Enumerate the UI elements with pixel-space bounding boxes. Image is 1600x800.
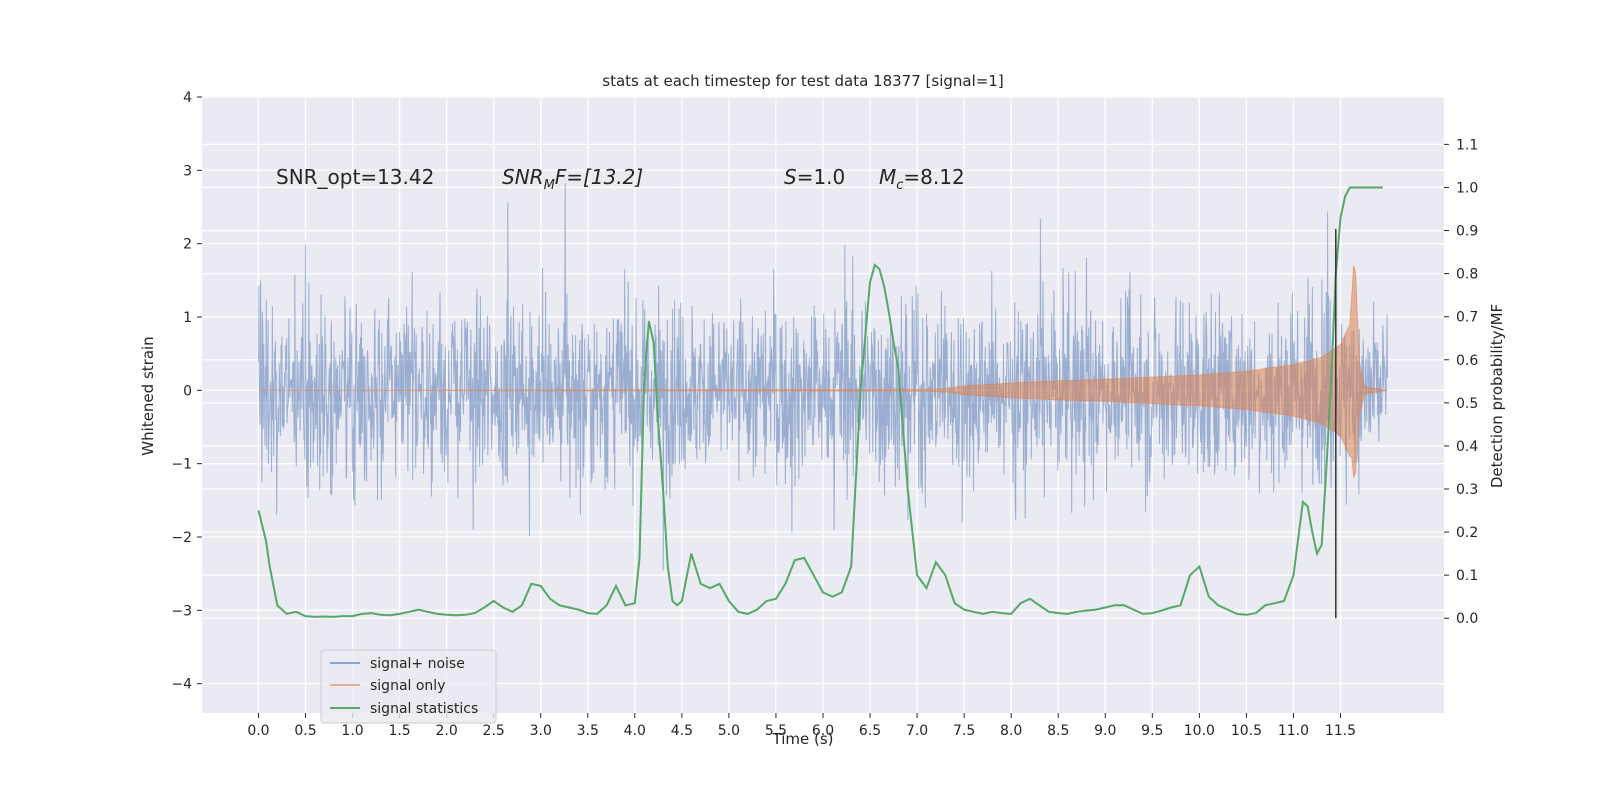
chart-title: stats at each timestep for test data 183… — [602, 72, 1003, 90]
y-tick-label: 0 — [183, 383, 192, 399]
annotation-mc: Mc=8.12 — [879, 165, 965, 193]
x-tick-label: 5.5 — [765, 723, 787, 739]
annotation-snr-mf-value: F=[13.2] — [555, 165, 643, 189]
y-tick-label: −3 — [171, 603, 192, 619]
right-axis-ticks: 1.1 1.0 0.9 0.8 0.7 0.6 0.5 0.4 0.3 0.2 0.1 0.0 — [1444, 137, 1478, 627]
y-tick-label: −4 — [171, 677, 192, 693]
legend-label-signal-only: signal only — [370, 678, 445, 694]
x-tick-label: 7.0 — [906, 723, 928, 739]
right-tick-label: 0.4 — [1456, 439, 1478, 455]
x-tick-label: 1.5 — [388, 723, 410, 739]
x-tick-label: 10.5 — [1231, 723, 1262, 739]
annotation-s-symbol: S — [784, 165, 797, 189]
x-tick-label: 7.5 — [953, 723, 975, 739]
x-tick-label: 11.5 — [1325, 723, 1356, 739]
y-tick-label: 4 — [183, 90, 192, 106]
x-tick-label: 0.0 — [247, 723, 269, 739]
x-axis-ticks: 0.0 0.5 1.0 1.5 2.0 2.5 3.0 3.5 4.0 4.5 5.0 5.5 6.0 6… — [247, 713, 1356, 739]
x-tick-label: 0.5 — [294, 723, 316, 739]
x-tick-label: 3.0 — [530, 723, 552, 739]
x-axis-label: Time (s) — [772, 730, 834, 748]
annotation-snr-mf-symbol: SNR — [502, 165, 544, 189]
x-tick-label: 9.0 — [1094, 723, 1116, 739]
x-tick-label: 6.5 — [859, 723, 881, 739]
right-tick-label: 0.6 — [1456, 353, 1478, 369]
y-tick-label: 2 — [183, 237, 192, 253]
x-tick-label: 2.5 — [483, 723, 505, 739]
right-tick-label: 0.1 — [1456, 568, 1478, 584]
y-axis-ticks: 4 3 2 1 0 −1 −2 −3 −4 — [171, 90, 202, 693]
y-tick-label: 1 — [183, 310, 192, 326]
annotation-snr-mf-subscript: M — [544, 178, 555, 193]
right-tick-label: 0.9 — [1456, 224, 1478, 240]
x-tick-label: 3.5 — [577, 723, 599, 739]
right-tick-label: 1.0 — [1456, 180, 1478, 196]
x-tick-label: 5.0 — [718, 723, 740, 739]
legend-box — [320, 649, 497, 724]
annotation-mc-value: =8.12 — [903, 165, 964, 189]
annotation-mc-symbol: M — [879, 165, 896, 189]
x-tick-label: 4.0 — [624, 723, 646, 739]
x-tick-label: 6.0 — [812, 723, 834, 739]
x-tick-label: 8.5 — [1047, 723, 1069, 739]
series-signal-statistics — [257, 186, 1383, 618]
annotation-s: S=1.0 — [784, 165, 845, 189]
y-tick-label: 3 — [183, 163, 192, 179]
y-tick-label: −2 — [171, 530, 192, 546]
x-tick-label: 8.0 — [1000, 723, 1022, 739]
right-axis-label: Detection probability/MF — [1488, 304, 1506, 488]
annotation-mc-subscript: c — [896, 178, 903, 193]
right-tick-label: 0.0 — [1456, 611, 1478, 627]
annotation-s-value: =1.0 — [797, 165, 846, 189]
legend: signal+ noise signal only signal statist… — [320, 649, 497, 724]
x-tick-label: 11.0 — [1278, 723, 1309, 739]
y-tick-label: −1 — [171, 457, 192, 473]
series-signal-only — [258, 265, 1388, 478]
x-tick-label: 1.0 — [341, 723, 363, 739]
right-tick-label: 1.1 — [1456, 137, 1478, 153]
grid-lines — [202, 96, 1444, 713]
x-tick-label: 9.5 — [1141, 723, 1163, 739]
right-tick-label: 0.3 — [1456, 482, 1478, 498]
legend-label-signal-statistics: signal statistics — [370, 701, 478, 717]
right-tick-label: 0.2 — [1456, 525, 1478, 541]
right-tick-label: 0.8 — [1456, 267, 1478, 283]
right-tick-label: 0.5 — [1456, 396, 1478, 412]
x-tick-label: 10.0 — [1184, 723, 1215, 739]
legend-label-signal-plus-noise: signal+ noise — [370, 656, 465, 672]
y-axis-label: Whitened strain — [139, 336, 157, 455]
x-tick-label: 2.0 — [436, 723, 458, 739]
x-tick-label: 4.5 — [671, 723, 693, 739]
right-tick-label: 0.7 — [1456, 310, 1478, 326]
annotation-snr-mf: SNRMF=[13.2] — [502, 165, 643, 193]
annotation-snr-opt: SNR_opt=13.42 — [276, 165, 434, 189]
